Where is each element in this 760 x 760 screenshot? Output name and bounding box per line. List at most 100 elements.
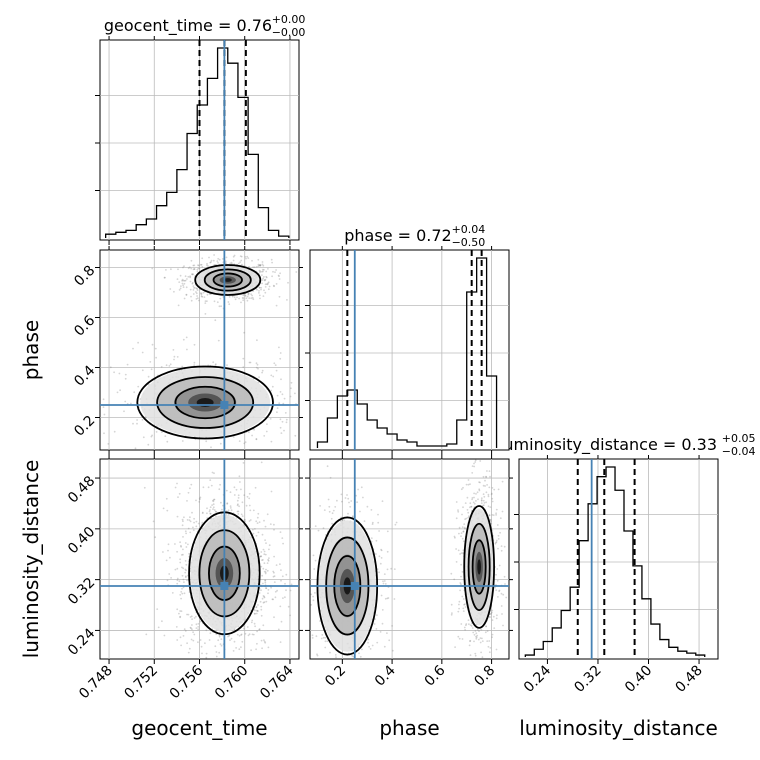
y-tick-label: 0.40 xyxy=(65,524,98,557)
sample-point xyxy=(497,547,499,550)
sample-point xyxy=(502,593,505,596)
sample-point xyxy=(494,586,496,589)
sample-point xyxy=(330,517,333,520)
sample-point xyxy=(271,385,274,388)
sample-point xyxy=(192,285,195,287)
sample-point xyxy=(181,278,184,281)
sample-point xyxy=(185,286,188,289)
sample-point xyxy=(255,606,258,608)
sample-point xyxy=(344,497,347,499)
sample-point xyxy=(283,397,286,400)
sample-point xyxy=(463,626,466,629)
sample-point xyxy=(453,535,456,538)
sample-point xyxy=(189,275,192,278)
sample-point xyxy=(152,520,155,523)
sample-point xyxy=(486,630,489,632)
sample-point xyxy=(466,509,469,511)
sample-point xyxy=(102,406,105,408)
sample-point xyxy=(470,505,473,508)
sample-point xyxy=(134,447,137,450)
sample-point xyxy=(206,293,209,296)
sample-point xyxy=(177,268,179,271)
sample-point xyxy=(479,641,482,644)
sample-point xyxy=(107,443,110,445)
sample-point xyxy=(290,381,293,384)
sample-point xyxy=(261,597,264,600)
sample-point xyxy=(265,270,268,273)
sample-point xyxy=(472,501,475,504)
sample-point xyxy=(495,508,498,511)
sample-point xyxy=(209,632,212,635)
sample-point xyxy=(380,594,383,597)
sample-point xyxy=(155,431,158,433)
sample-point xyxy=(192,273,194,276)
sample-point xyxy=(245,504,248,507)
sample-point xyxy=(469,483,471,485)
sample-point xyxy=(263,279,266,281)
sample-point xyxy=(270,490,273,493)
sample-point xyxy=(323,509,326,511)
sample-point xyxy=(490,493,493,496)
sample-point xyxy=(235,488,238,491)
sample-point xyxy=(162,551,164,553)
contour-line xyxy=(174,385,236,420)
sample-point xyxy=(225,256,228,259)
sample-point xyxy=(218,634,221,637)
sample-point xyxy=(259,270,262,273)
sample-point xyxy=(183,279,186,282)
sample-point xyxy=(266,423,268,425)
x-tick-label: 0.4 xyxy=(372,662,399,689)
x-axis-label-luminosity_distance: luminosity_distance xyxy=(519,716,718,740)
sample-point xyxy=(495,541,497,544)
sample-point xyxy=(376,614,378,616)
sample-point xyxy=(218,258,221,261)
sample-point xyxy=(489,616,491,618)
sample-point xyxy=(178,580,181,583)
sample-point xyxy=(263,289,265,292)
sample-point xyxy=(332,509,335,512)
sample-point xyxy=(261,647,263,650)
sample-point xyxy=(239,481,241,483)
sample-point xyxy=(312,595,314,598)
sample-point xyxy=(335,656,337,659)
sample-point xyxy=(265,542,267,544)
sample-point xyxy=(151,434,154,437)
sample-point xyxy=(193,617,196,619)
sample-point xyxy=(273,571,275,574)
sample-point xyxy=(478,630,480,632)
sample-point xyxy=(341,519,344,521)
sample-point xyxy=(256,609,259,612)
sample-point xyxy=(227,301,230,303)
sample-point xyxy=(196,295,199,297)
sample-point xyxy=(199,496,202,499)
sample-point xyxy=(258,269,261,272)
sample-point xyxy=(485,476,488,478)
sample-point xyxy=(180,610,183,613)
sample-point xyxy=(491,487,494,489)
sample-point xyxy=(316,653,318,656)
y-axis-label-phase: phase xyxy=(19,320,43,380)
sample-point xyxy=(141,418,144,421)
sample-point xyxy=(220,501,222,504)
sample-point xyxy=(255,438,258,441)
sample-point xyxy=(274,590,277,593)
sample-point xyxy=(197,626,200,628)
sample-point xyxy=(259,297,261,300)
sample-point xyxy=(193,361,196,364)
sample-point xyxy=(227,635,229,638)
sample-point xyxy=(257,258,260,261)
sample-point xyxy=(201,266,204,268)
sample-point xyxy=(461,526,464,528)
sample-point xyxy=(170,268,172,271)
sample-point xyxy=(386,568,389,571)
sample-point xyxy=(204,300,207,302)
sample-point xyxy=(267,589,270,591)
sample-point xyxy=(113,430,116,433)
sample-point xyxy=(247,292,250,295)
sample-point xyxy=(268,548,270,551)
x-tick-label: 0.748 xyxy=(76,663,116,703)
sample-point xyxy=(193,268,196,270)
sample-point xyxy=(495,589,498,592)
sample-point xyxy=(477,498,479,501)
sample-point xyxy=(265,275,268,278)
